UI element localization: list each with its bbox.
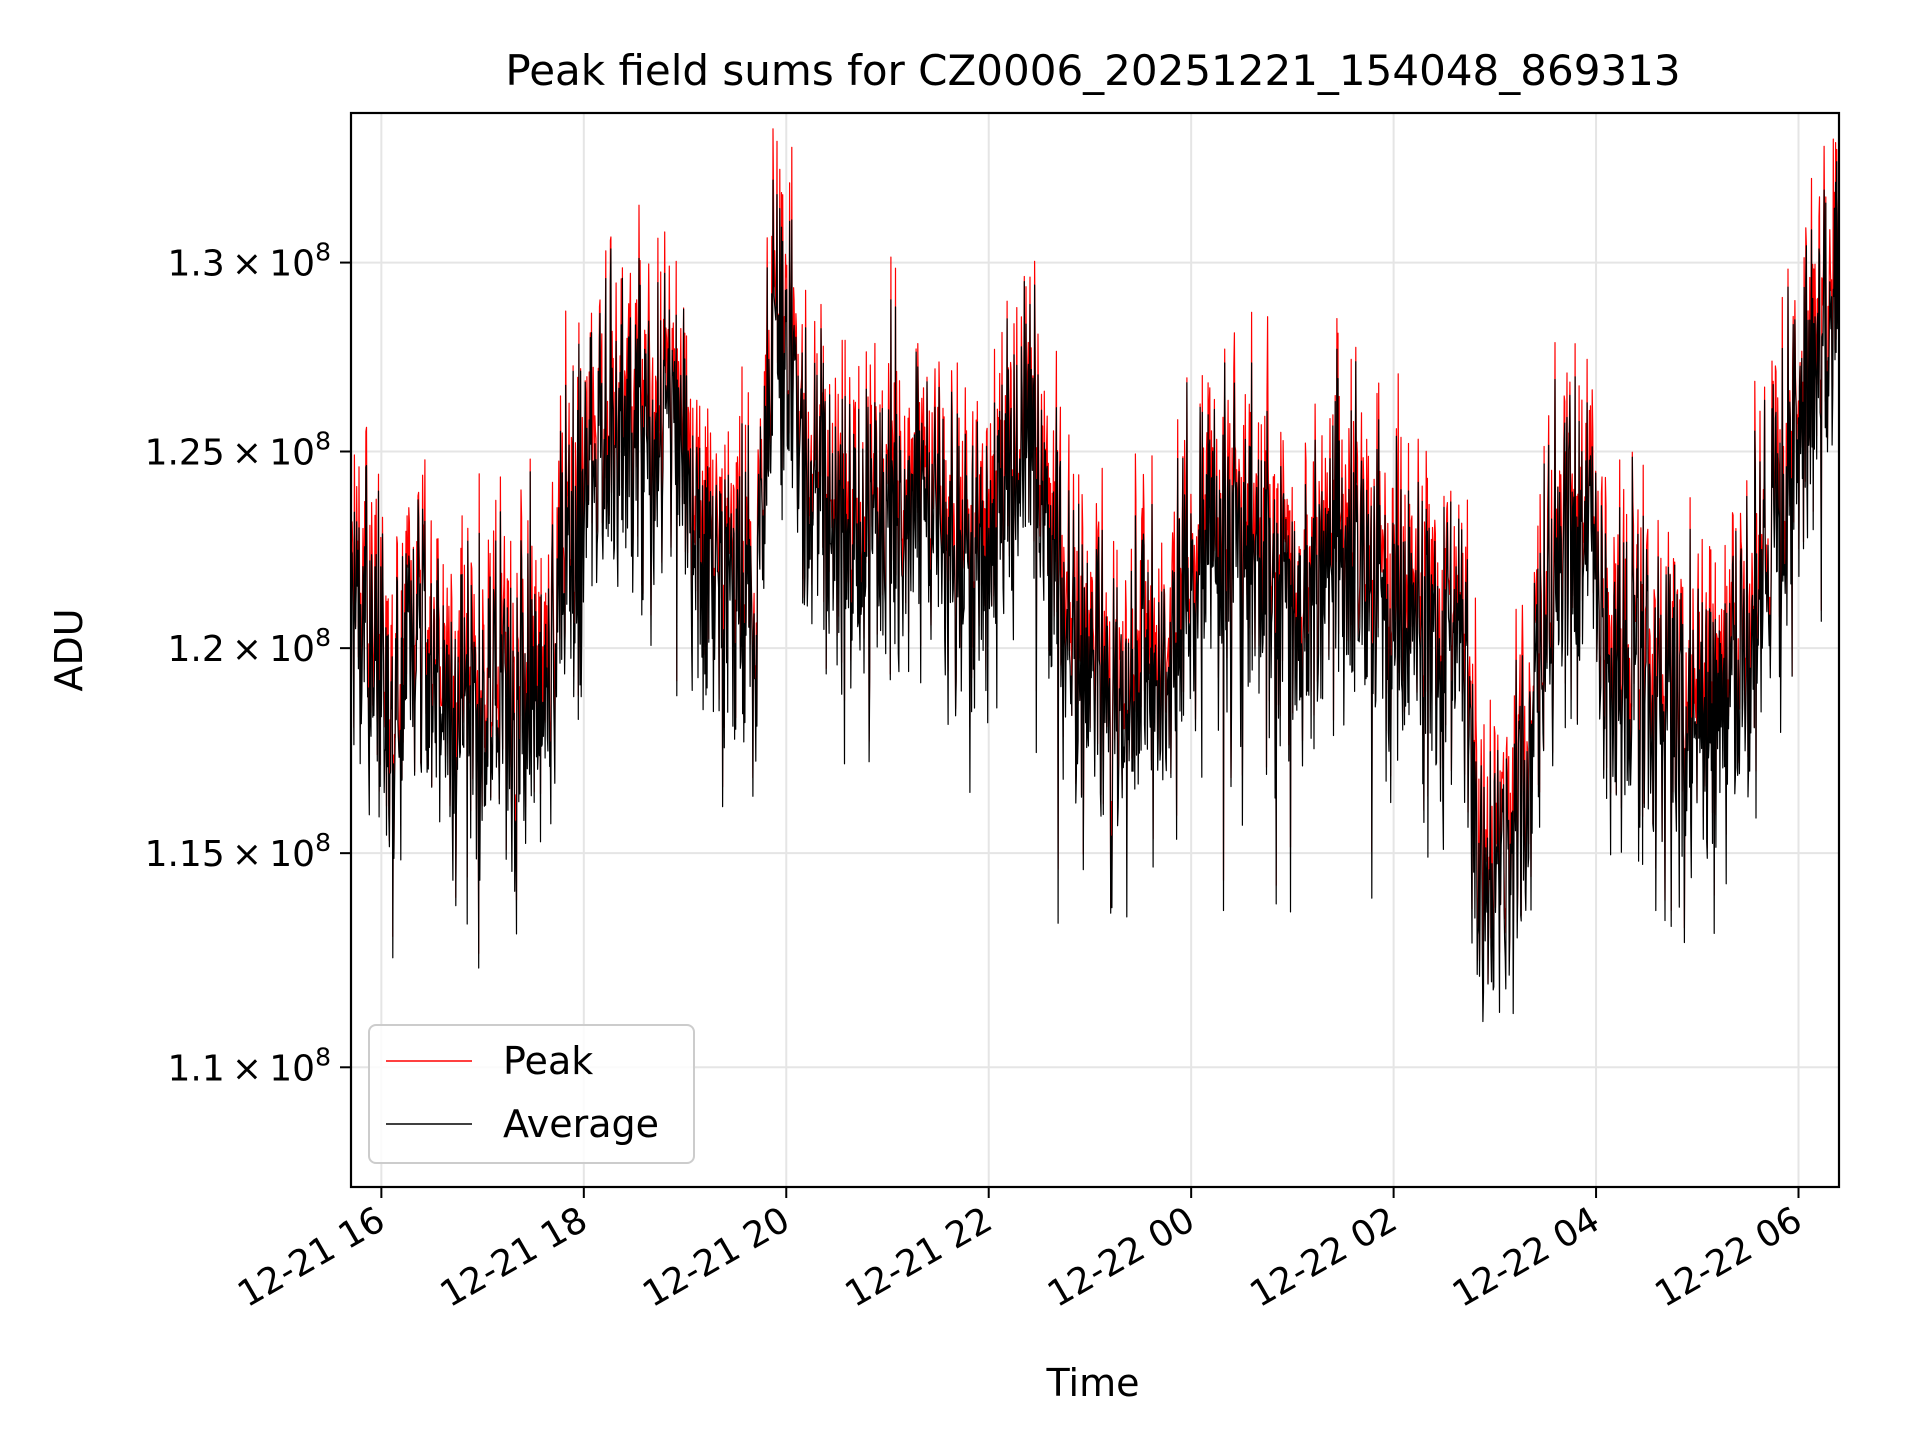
y-tick-label: 1.15 × 108: [145, 828, 331, 875]
y-axis-label: ADU: [47, 608, 91, 691]
y-tick-label: 1.25 × 108: [145, 427, 331, 474]
legend-label-average: Average: [503, 1102, 659, 1146]
y-axis: 1.1 × 108 1.15 × 108 1.2 × 108 1.25 × 108 1.…: [145, 238, 351, 1089]
legend-label-peak: Peak: [503, 1039, 593, 1083]
legend: Peak Average: [368, 1024, 695, 1164]
y-tick-label: 1.3 × 108: [167, 238, 331, 285]
x-axis-label: Time: [1046, 1361, 1140, 1405]
series-line-average: [351, 159, 1839, 1023]
y-tick-label: 1.2 × 108: [167, 623, 331, 670]
y-tick-label: 1.1 × 108: [167, 1042, 331, 1089]
plot-frame: [349, 111, 1841, 1189]
legend-box: [368, 1024, 695, 1164]
chart-title: Peak field sums for CZ0006_20251221_1540…: [505, 46, 1680, 95]
plot-lines: [351, 128, 1839, 1023]
